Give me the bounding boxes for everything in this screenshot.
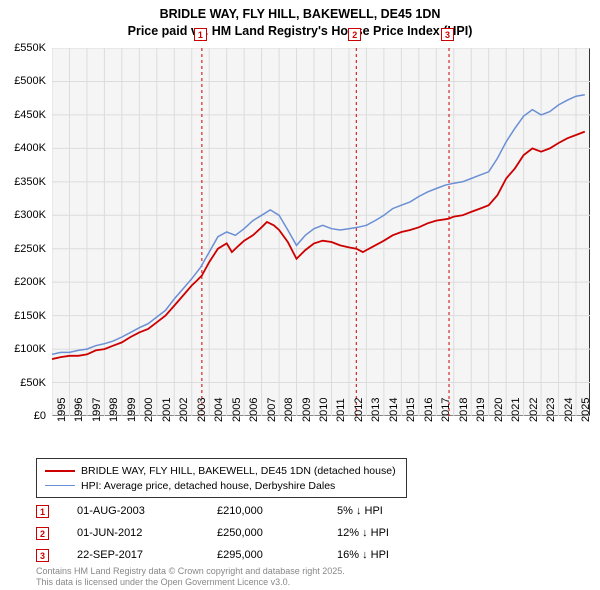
x-tick-label: 1995 (56, 398, 68, 422)
event-date: 01-JUN-2012 (77, 527, 217, 539)
event-pct: 5% ↓ HPI (337, 505, 427, 517)
event-table: 1 01-AUG-2003£210,0005% ↓ HPI 2 01-JUN-2012… (36, 500, 427, 566)
x-tick-label: 1998 (108, 398, 120, 422)
legend-swatch (45, 485, 75, 487)
marker-box: 1 (194, 28, 207, 41)
x-tick-label: 2002 (178, 398, 190, 422)
x-tick-label: 2015 (405, 398, 417, 422)
x-tick-label: 2022 (528, 398, 540, 422)
y-tick-label: £50K (20, 377, 46, 389)
x-tick-label: 2005 (231, 398, 243, 422)
event-pct: 12% ↓ HPI (337, 527, 427, 539)
event-date: 01-AUG-2003 (77, 505, 217, 517)
y-tick-label: £100K (14, 343, 46, 355)
y-tick-label: £200K (14, 276, 46, 288)
x-tick-label: 2003 (196, 398, 208, 422)
x-tick-label: 2024 (563, 398, 575, 422)
footer-line-1: Contains HM Land Registry data © Crown c… (36, 566, 345, 577)
x-tick-label: 2018 (458, 398, 470, 422)
event-pct: 16% ↓ HPI (337, 549, 427, 561)
event-price: £210,000 (217, 505, 337, 517)
x-tick-label: 2001 (161, 398, 173, 422)
x-tick-label: 2008 (283, 398, 295, 422)
event-row: 2 01-JUN-2012£250,00012% ↓ HPI (36, 522, 427, 544)
x-tick-label: 2000 (143, 398, 155, 422)
x-tick-label: 2009 (301, 398, 313, 422)
footer-attribution: Contains HM Land Registry data © Crown c… (36, 566, 345, 588)
x-tick-label: 2010 (318, 398, 330, 422)
x-tick-label: 2019 (475, 398, 487, 422)
x-tick-label: 2020 (493, 398, 505, 422)
legend-swatch (45, 470, 75, 472)
event-date: 22-SEP-2017 (77, 549, 217, 561)
legend-label: BRIDLE WAY, FLY HILL, BAKEWELL, DE45 1DN… (81, 465, 396, 477)
x-tick-label: 2013 (370, 398, 382, 422)
chart-title: BRIDLE WAY, FLY HILL, BAKEWELL, DE45 1DN… (0, 0, 600, 40)
x-tick-label: 2025 (580, 398, 592, 422)
x-tick-label: 2016 (423, 398, 435, 422)
event-price: £250,000 (217, 527, 337, 539)
y-tick-label: £150K (14, 310, 46, 322)
event-row: 3 22-SEP-2017£295,00016% ↓ HPI (36, 544, 427, 566)
x-tick-label: 2014 (388, 398, 400, 422)
x-tick-label: 2007 (266, 398, 278, 422)
event-marker: 3 (36, 549, 49, 562)
y-tick-label: £550K (14, 42, 46, 54)
legend-label: HPI: Average price, detached house, Derb… (81, 480, 335, 492)
plot-svg (52, 48, 590, 416)
x-tick-label: 2011 (335, 398, 347, 422)
title-line-1: BRIDLE WAY, FLY HILL, BAKEWELL, DE45 1DN (0, 6, 600, 23)
legend-row: BRIDLE WAY, FLY HILL, BAKEWELL, DE45 1DN… (45, 463, 396, 478)
title-line-2: Price paid vs. HM Land Registry's House … (0, 23, 600, 40)
x-tick-label: 1999 (126, 398, 138, 422)
x-tick-label: 1996 (73, 398, 85, 422)
x-tick-label: 2006 (248, 398, 260, 422)
y-tick-label: £250K (14, 243, 46, 255)
y-tick-label: £350K (14, 176, 46, 188)
plot-background (52, 48, 590, 416)
footer-line-2: This data is licensed under the Open Gov… (36, 577, 345, 588)
x-tick-label: 2021 (510, 398, 522, 422)
x-tick-label: 2012 (353, 398, 365, 422)
event-marker: 2 (36, 527, 49, 540)
x-tick-label: 2004 (213, 398, 225, 422)
x-tick-label: 2017 (440, 398, 452, 422)
event-row: 1 01-AUG-2003£210,0005% ↓ HPI (36, 500, 427, 522)
legend: BRIDLE WAY, FLY HILL, BAKEWELL, DE45 1DN… (36, 458, 407, 498)
chart-area: £0£50K£100K£150K£200K£250K£300K£350K£400… (52, 48, 590, 416)
y-tick-label: £300K (14, 209, 46, 221)
event-marker: 1 (36, 505, 49, 518)
x-tick-label: 2023 (545, 398, 557, 422)
legend-row: HPI: Average price, detached house, Derb… (45, 478, 396, 493)
series-price_paid (52, 132, 585, 360)
y-tick-label: £450K (14, 109, 46, 121)
y-tick-label: £500K (14, 75, 46, 87)
event-price: £295,000 (217, 549, 337, 561)
marker-box: 3 (441, 28, 454, 41)
y-tick-label: £400K (14, 142, 46, 154)
marker-box: 2 (348, 28, 361, 41)
y-tick-label: £0 (34, 410, 46, 422)
x-tick-label: 1997 (91, 398, 103, 422)
